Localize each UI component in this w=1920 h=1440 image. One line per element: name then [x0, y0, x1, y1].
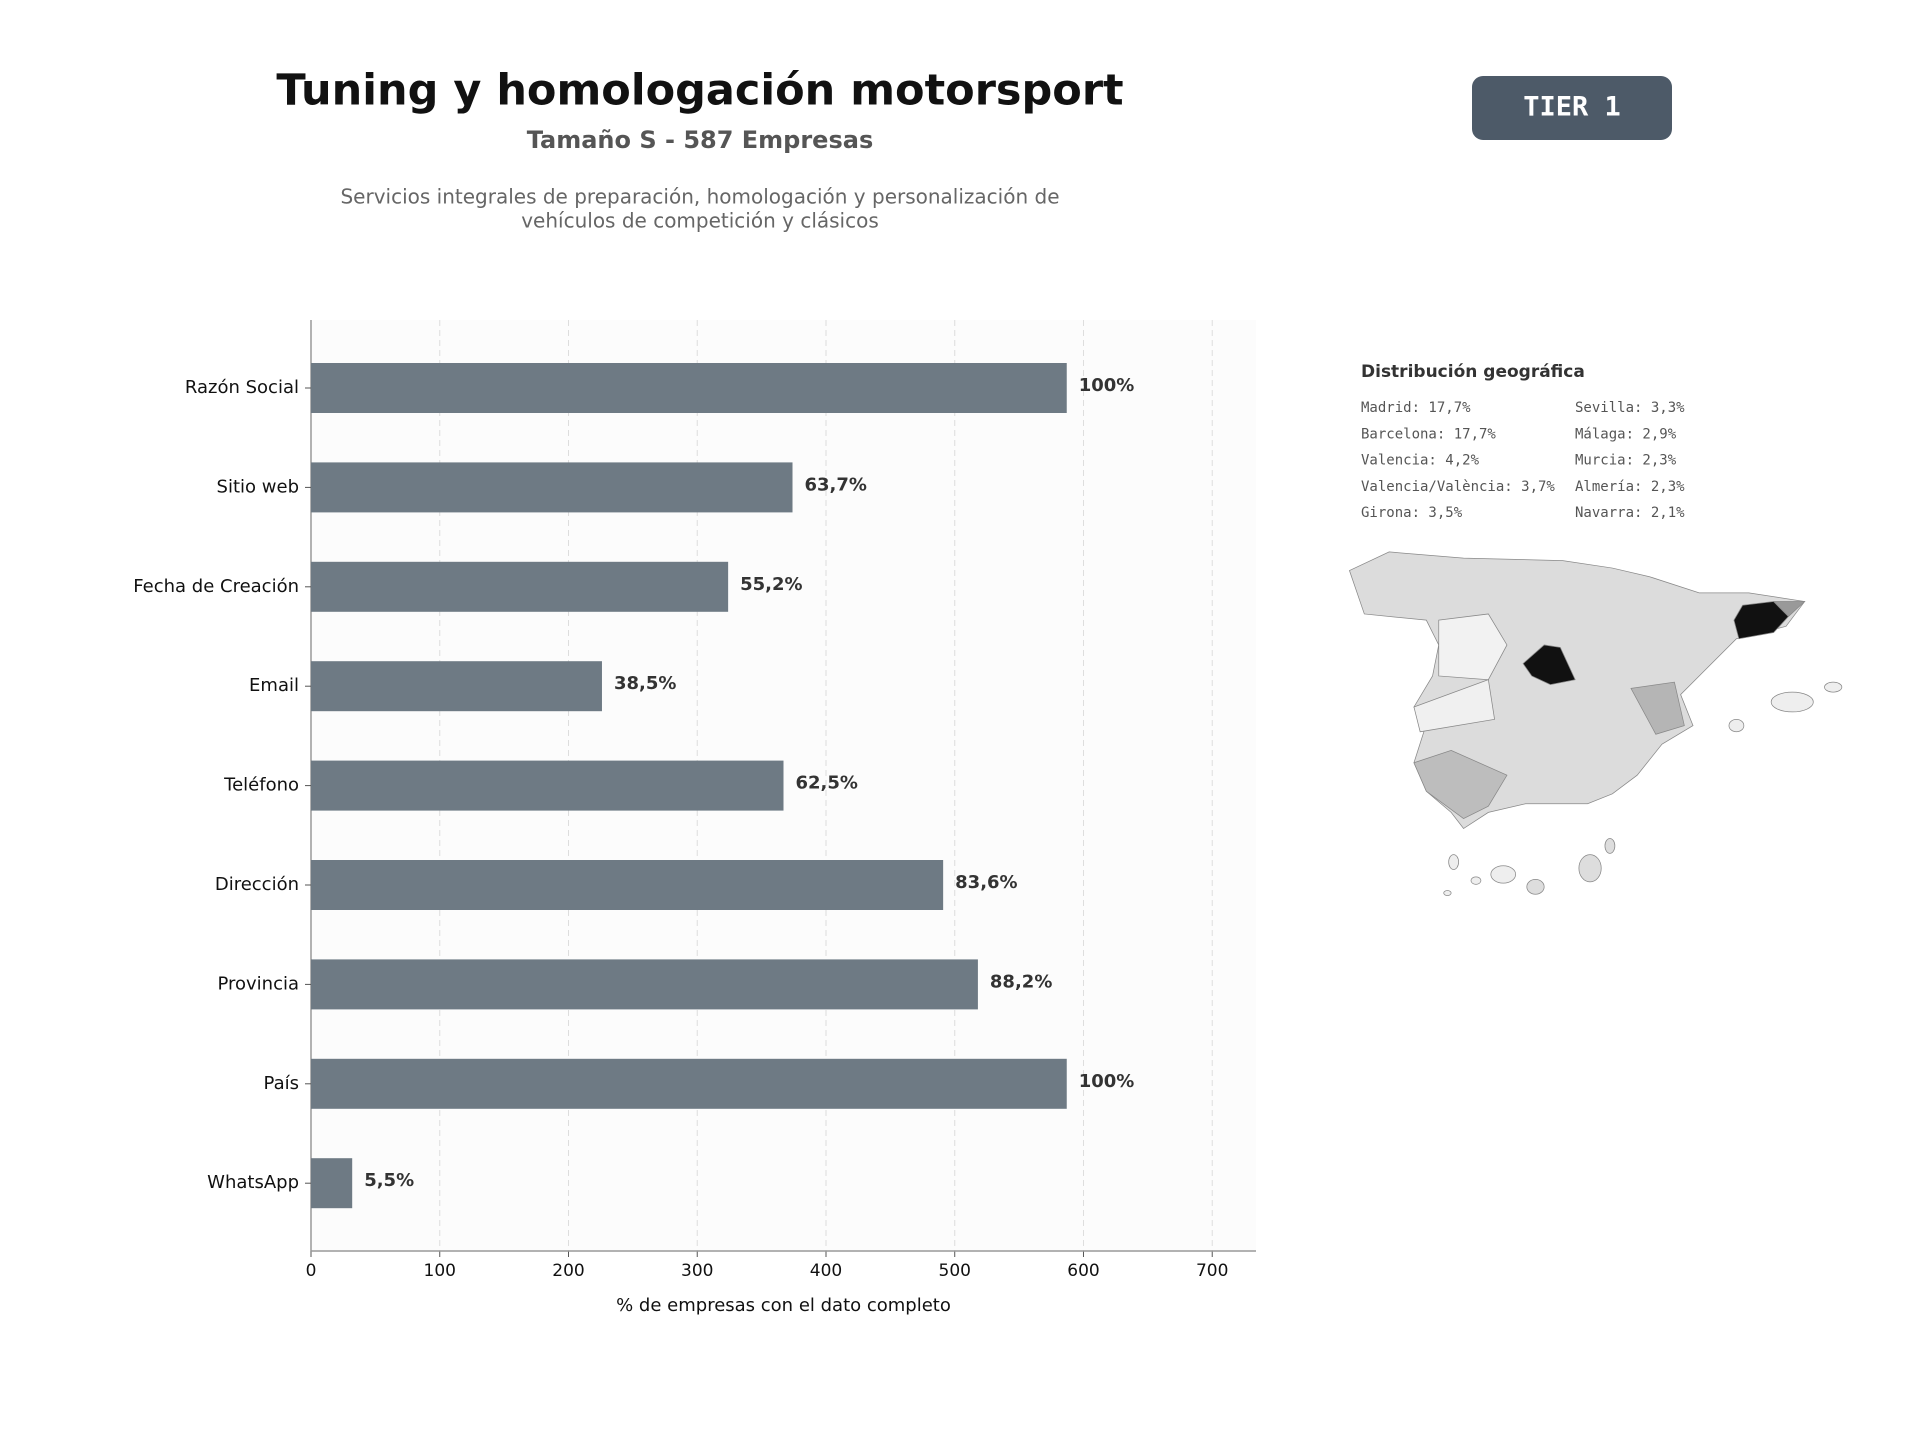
- y-tick-label: Razón Social: [185, 377, 299, 398]
- island: [1448, 854, 1459, 870]
- geo-item: Murcia: 2,3%: [1575, 453, 1677, 469]
- x-tick-label: 600: [1067, 1261, 1099, 1281]
- y-tick-label: Fecha de Creación: [133, 576, 299, 597]
- geo-item: Barcelona: 17,7%: [1361, 426, 1496, 442]
- y-tick-label: Provincia: [217, 973, 299, 994]
- bar: [311, 661, 602, 712]
- x-tick-label: 700: [1196, 1261, 1228, 1281]
- y-tick-label: Email: [249, 675, 299, 696]
- bar: [311, 860, 944, 910]
- geo-item: Málaga: 2,9%: [1575, 426, 1677, 442]
- x-tick-label: 500: [939, 1261, 971, 1281]
- bar: [311, 363, 1067, 413]
- island: [1824, 681, 1843, 693]
- island: [1443, 890, 1452, 896]
- bar: [311, 1058, 1067, 1109]
- island: [1604, 838, 1616, 854]
- island: [1770, 691, 1814, 713]
- y-tick-label: País: [264, 1073, 299, 1094]
- region: [1413, 679, 1495, 733]
- value-label: 62,5%: [796, 773, 858, 794]
- region: [1438, 613, 1508, 681]
- value-label: 63,7%: [805, 474, 867, 495]
- bar: [311, 1158, 353, 1209]
- y-tick-label: Dirección: [215, 874, 299, 895]
- island: [1728, 719, 1745, 733]
- island: [1526, 879, 1545, 895]
- island: [1470, 876, 1482, 885]
- y-tick-label: Sitio web: [217, 476, 299, 497]
- y-tick-label: WhatsApp: [207, 1172, 299, 1193]
- geo-item: Valencia: 4,2%: [1361, 453, 1480, 469]
- description: vehículos de competición y clásicos: [521, 209, 879, 233]
- geo-item: Navarra: 2,1%: [1575, 505, 1685, 521]
- x-tick-label: 0: [306, 1261, 317, 1281]
- badge: [1472, 76, 1672, 140]
- island: [1490, 865, 1517, 884]
- geo-item: Madrid: 17,7%: [1361, 400, 1471, 416]
- title: Tuning y homologación motorsport: [276, 66, 1123, 116]
- geo-item: Almería: 2,3%: [1575, 479, 1685, 495]
- x-tick-label: 300: [681, 1261, 713, 1281]
- geo-item: Valencia/València: 3,7%: [1361, 479, 1555, 495]
- description: Servicios integrales de preparación, hom…: [340, 185, 1059, 209]
- madrid: [1522, 644, 1576, 686]
- region: [1413, 749, 1508, 820]
- value-label: 100%: [1079, 375, 1135, 396]
- geo-title: Distribución geográfica: [1361, 362, 1585, 382]
- value-label: 5,5%: [364, 1170, 414, 1191]
- bar: [311, 760, 784, 811]
- geo-item: Girona: 3,5%: [1361, 505, 1463, 521]
- value-label: 55,2%: [740, 574, 802, 595]
- x-axis-label: % de empresas con el dato completo: [616, 1295, 951, 1316]
- x-tick-label: 200: [552, 1261, 584, 1281]
- girona: [1772, 601, 1806, 617]
- island: [1578, 854, 1602, 883]
- region: [1630, 681, 1685, 735]
- value-label: 38,5%: [614, 673, 676, 694]
- spain: [1348, 551, 1806, 830]
- bar: [311, 462, 793, 513]
- value-label: 100%: [1079, 1071, 1135, 1092]
- x-tick-label: 100: [424, 1261, 456, 1281]
- map: [1348, 551, 1843, 896]
- x-tick-label: 400: [810, 1261, 842, 1281]
- geo-item: Sevilla: 3,3%: [1575, 400, 1685, 416]
- bar: [311, 959, 978, 1010]
- bar: [311, 561, 729, 612]
- badge-label: TIER 1: [1523, 92, 1621, 123]
- y-tick-label: Teléfono: [223, 775, 299, 796]
- subtitle: Tamaño S - 587 Empresas: [527, 126, 873, 154]
- value-label: 83,6%: [955, 872, 1017, 893]
- value-label: 88,2%: [990, 971, 1052, 992]
